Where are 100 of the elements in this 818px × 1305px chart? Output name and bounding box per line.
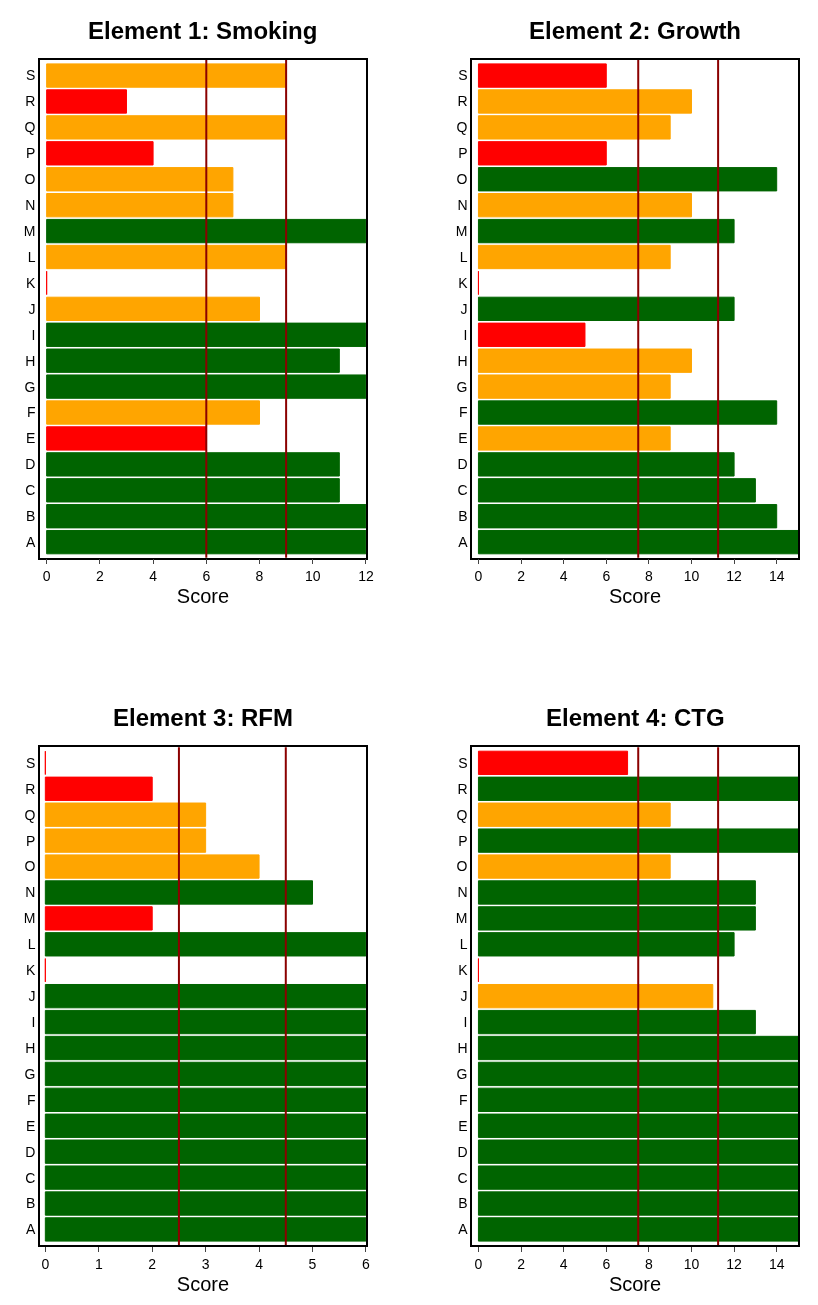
bar (477, 983, 714, 1009)
y-tick-label: B (26, 1195, 36, 1212)
y-tick-label: C (457, 1169, 468, 1186)
bar (477, 854, 671, 879)
bar (477, 776, 798, 801)
bar (477, 218, 735, 244)
y-tick-label: H (25, 352, 36, 369)
bar (44, 983, 366, 1009)
y-tick-label: M (23, 910, 36, 927)
x-tick-label: 14 (768, 1255, 785, 1272)
bar (44, 1035, 366, 1061)
y-tick-label: N (457, 197, 468, 214)
bar (46, 244, 287, 270)
y-tick-label: B (26, 508, 36, 525)
y-tick-label: N (457, 884, 468, 901)
y-tick-label: L (459, 248, 468, 265)
bar (46, 218, 366, 244)
y-tick-label: M (23, 222, 36, 239)
y-tick-label: G (24, 1065, 36, 1082)
x-tick-label: 8 (255, 568, 264, 585)
y-tick-label: M (455, 910, 468, 927)
y-tick-label: O (456, 171, 468, 188)
y-tick-label: C (25, 482, 36, 499)
bar (477, 244, 671, 270)
y-tick-label: D (457, 456, 468, 473)
y-tick-label: R (25, 780, 36, 797)
y-tick-label: S (26, 67, 36, 84)
bar (477, 63, 607, 88)
bar (477, 193, 692, 218)
y-tick-label: F (26, 404, 36, 421)
y-tick-label: K (458, 962, 469, 979)
y-tick-label: H (457, 352, 468, 369)
y-tick-label: D (457, 1143, 468, 1160)
y-tick-label: R (25, 93, 36, 110)
bar (46, 63, 287, 88)
y-tick-label: D (25, 456, 36, 473)
y-tick-label: I (463, 326, 468, 343)
bar (44, 906, 153, 931)
bar (46, 296, 261, 322)
x-tick-label: 4 (559, 568, 568, 585)
x-tick-label: 10 (683, 568, 700, 585)
bar (477, 1061, 798, 1087)
y-tick-label: G (456, 1065, 468, 1082)
y-tick-label: B (458, 508, 468, 525)
bar (46, 89, 127, 114)
y-tick-label: E (26, 430, 36, 447)
x-tick-label: 6 (602, 568, 611, 585)
y-tick-label: O (456, 858, 468, 875)
y-tick-label: M (455, 222, 468, 239)
y-tick-label: R (457, 93, 468, 110)
y-tick-label: K (26, 274, 37, 291)
x-axis-title: Score (176, 1272, 230, 1295)
y-tick-label: L (27, 936, 36, 953)
bar (477, 750, 629, 776)
x-tick-label: 0 (42, 568, 51, 585)
x-tick-label: 0 (474, 568, 483, 585)
y-tick-label: B (458, 1195, 468, 1212)
y-tick-label: Q (456, 119, 468, 136)
bar (477, 400, 778, 425)
y-tick-label: F (458, 1091, 468, 1108)
x-axis-title: Score (608, 585, 662, 608)
x-tick-label: 4 (149, 568, 158, 585)
x-tick-label: 8 (644, 1255, 653, 1272)
x-tick-label: 6 (202, 568, 211, 585)
x-tick-label: 6 (362, 1255, 371, 1272)
y-tick-label: N (25, 197, 36, 214)
x-tick-label: 10 (683, 1255, 700, 1272)
x-tick-label: 10 (304, 568, 321, 585)
y-tick-label: O (24, 858, 36, 875)
y-tick-label: P (458, 832, 468, 849)
y-tick-label: P (26, 145, 36, 162)
y-tick-label: J (28, 300, 36, 317)
x-tick-label: 2 (517, 1255, 526, 1272)
y-tick-label: G (24, 378, 36, 395)
bar (477, 1035, 798, 1061)
x-tick-label: 3 (201, 1255, 210, 1272)
bar (477, 828, 798, 853)
bar (477, 322, 586, 347)
x-axis-title: Score (608, 1272, 662, 1295)
chart-title: Element 1: Smoking (88, 17, 318, 44)
y-tick-label: H (25, 1039, 36, 1056)
y-tick-label: I (31, 326, 36, 343)
y-tick-label: K (458, 274, 469, 291)
chart-title: Element 3: RFM (113, 704, 294, 731)
x-tick-label: 6 (602, 1255, 611, 1272)
x-tick-label: 2 (95, 568, 104, 585)
bar (46, 115, 287, 140)
bar (477, 802, 671, 827)
y-tick-label: J (460, 300, 468, 317)
bar (46, 426, 207, 451)
y-tick-label: O (24, 171, 36, 188)
x-tick-label: 4 (559, 1255, 568, 1272)
y-tick-label: Q (456, 806, 468, 823)
y-tick-label: S (26, 754, 36, 771)
y-tick-label: Q (24, 119, 36, 136)
y-tick-label: A (458, 1221, 469, 1238)
x-tick-label: 4 (255, 1255, 264, 1272)
y-tick-label: F (26, 1091, 36, 1108)
y-tick-label: I (463, 1013, 468, 1030)
y-tick-label: A (458, 534, 469, 551)
